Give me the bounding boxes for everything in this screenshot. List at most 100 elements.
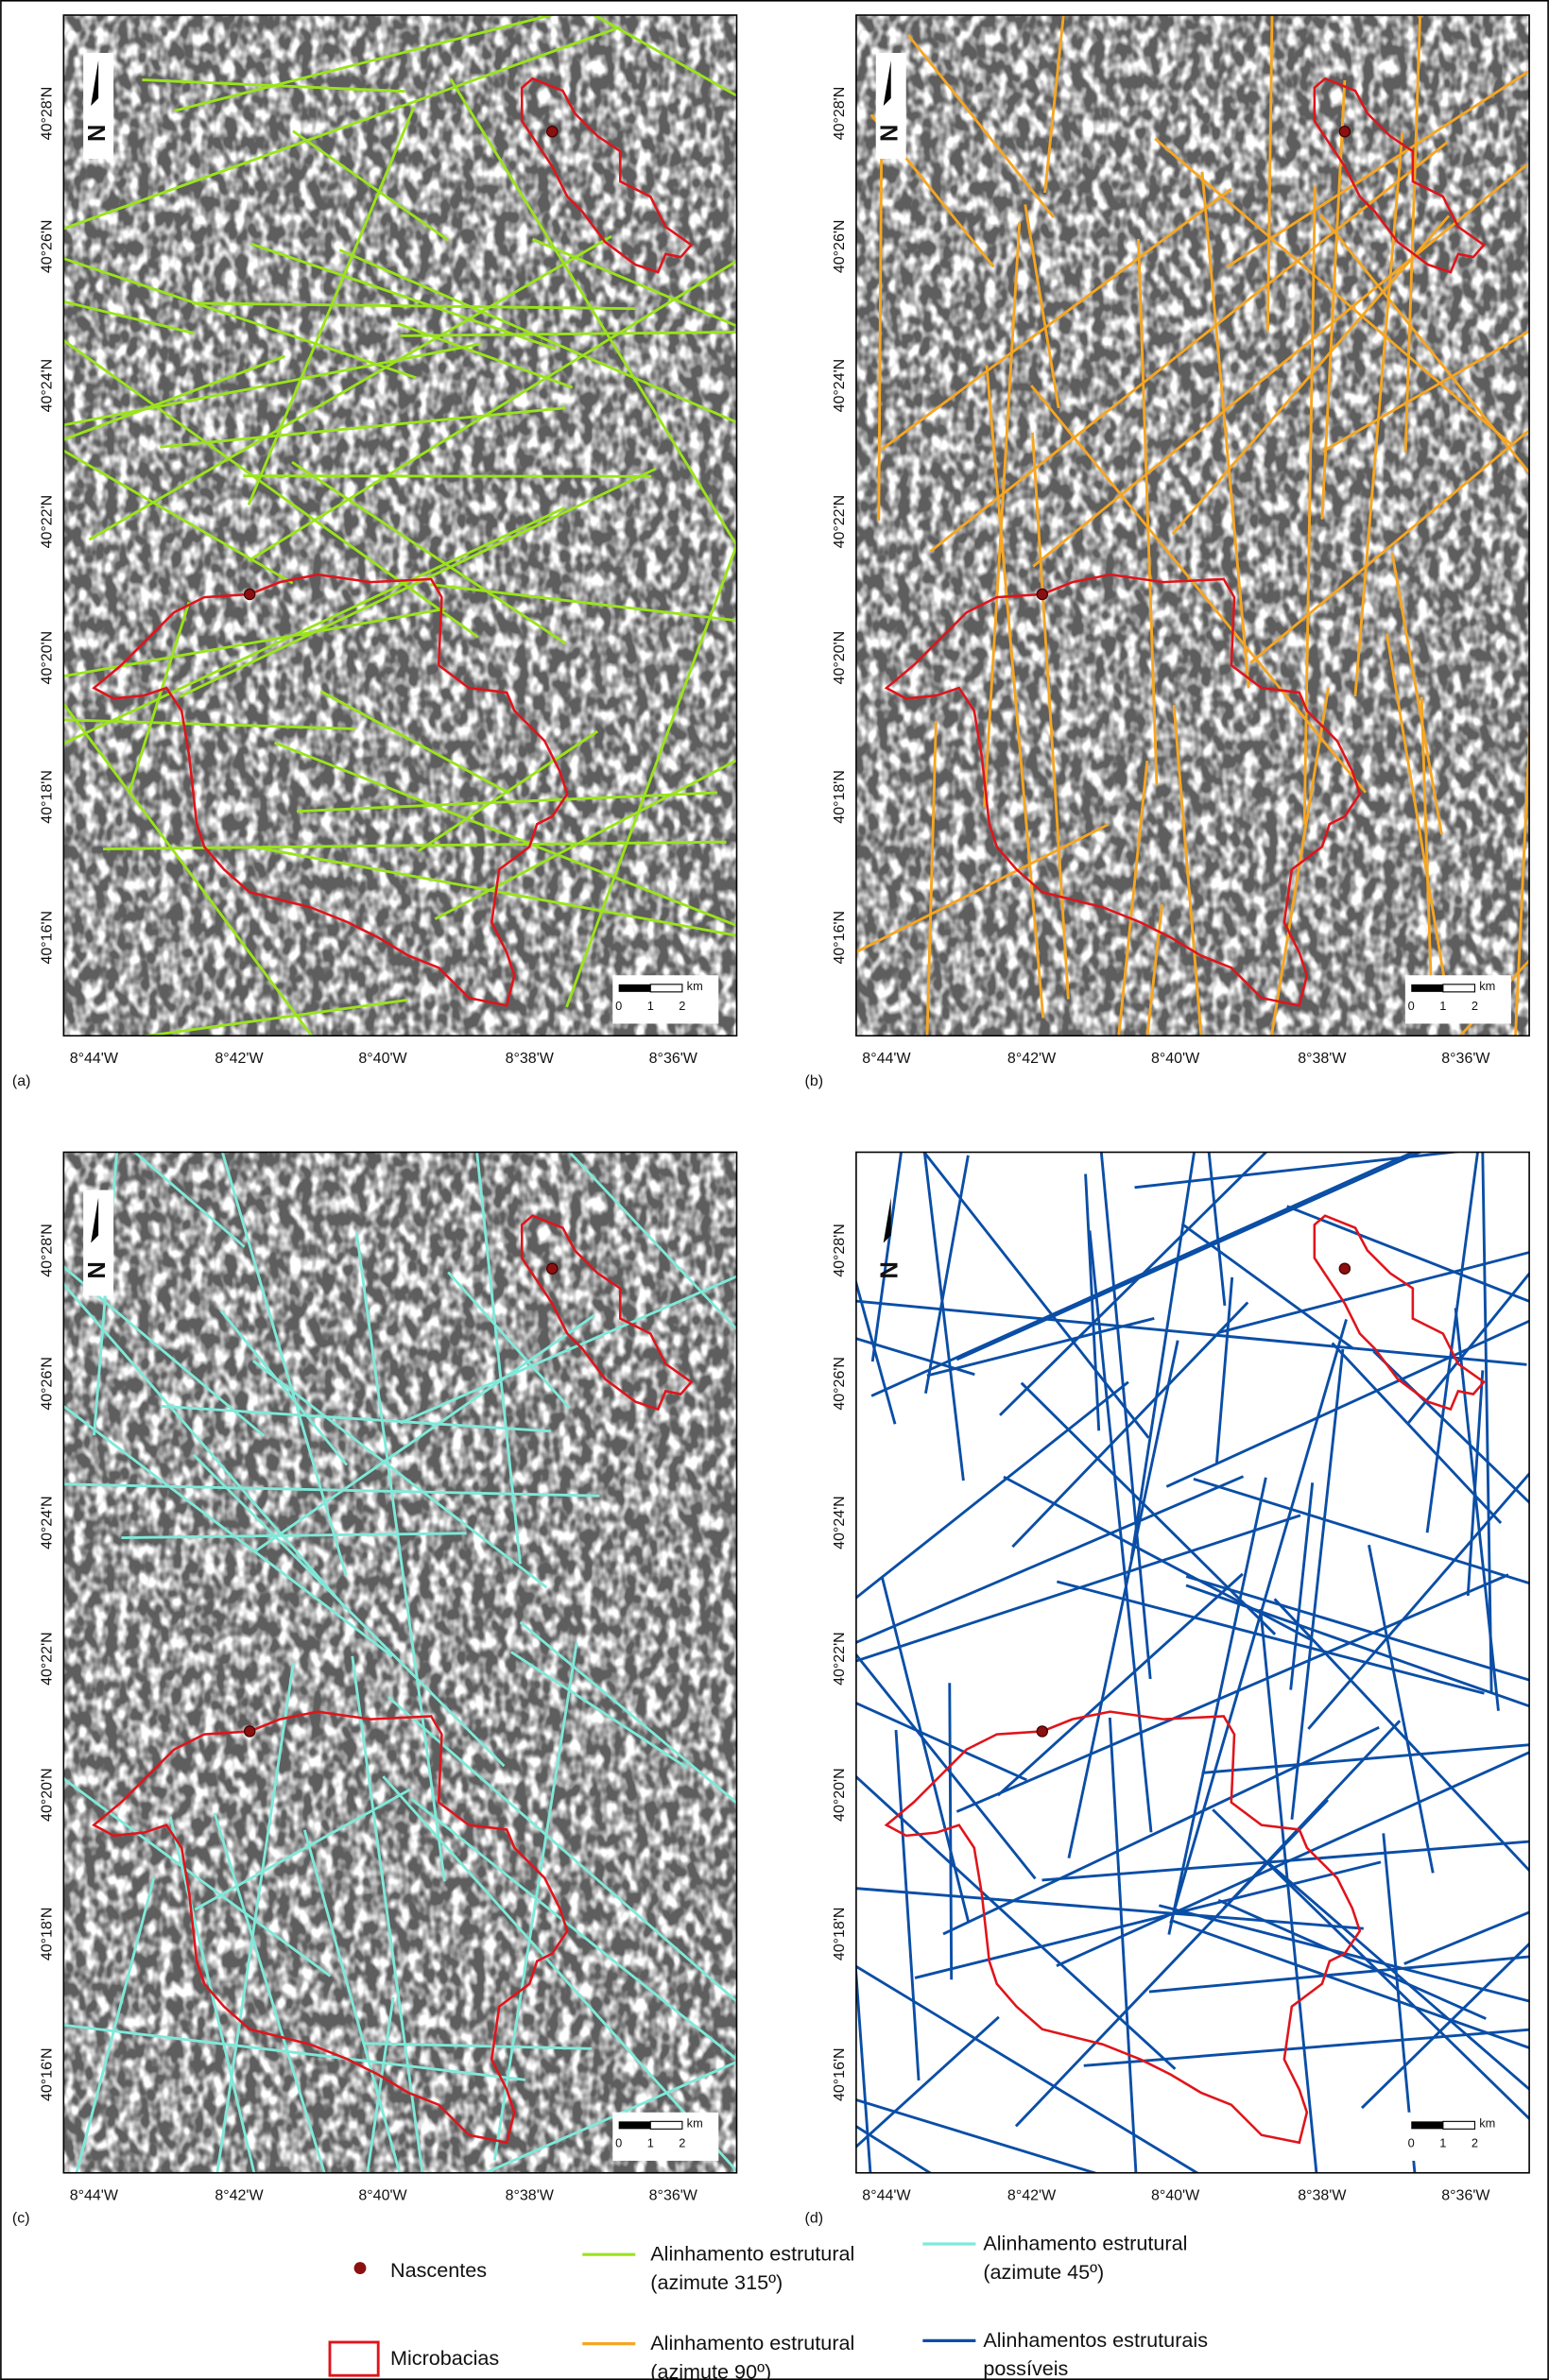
lat-tick: 40°26'N bbox=[40, 220, 56, 274]
lineament bbox=[243, 474, 652, 478]
spring bbox=[1338, 1262, 1351, 1275]
lineament bbox=[63, 607, 446, 678]
lineament bbox=[925, 721, 938, 1036]
lineament bbox=[63, 354, 286, 441]
lineament bbox=[1425, 1152, 1479, 1533]
lineament bbox=[387, 1695, 737, 2004]
lineament bbox=[855, 1702, 1027, 1782]
map-panel: Nkm 0 1 2 8°44'W 8°42'W 8°40'W 8°38'W 8°36'W 40°2… bbox=[12, 14, 738, 1089]
lineament bbox=[1200, 171, 1250, 689]
catchment bbox=[520, 77, 694, 274]
lineament bbox=[1249, 428, 1530, 664]
lineament bbox=[160, 406, 566, 449]
lineament bbox=[63, 718, 355, 730]
lineament bbox=[1360, 1942, 1530, 2110]
legend-spring bbox=[353, 2262, 367, 2274]
lineament bbox=[1385, 633, 1446, 977]
lineament bbox=[252, 1313, 595, 1554]
lineament bbox=[1321, 329, 1530, 454]
lat-tick: 40°18'N bbox=[40, 770, 56, 824]
lineament bbox=[1372, 1350, 1530, 1505]
lineament bbox=[1290, 1348, 1345, 1820]
lat-tick: 40°16'N bbox=[832, 911, 848, 965]
scale-black bbox=[618, 984, 651, 992]
scale-black bbox=[1411, 2121, 1443, 2130]
panel-label: (a) bbox=[12, 1073, 31, 1089]
catchment bbox=[1313, 1214, 1486, 1412]
lineament bbox=[855, 2097, 1099, 2173]
lineament bbox=[63, 1265, 266, 1437]
north-label: N bbox=[876, 1261, 903, 1278]
lineament bbox=[475, 1152, 522, 1565]
lineament bbox=[948, 1683, 954, 1980]
legend-label: Nascentes bbox=[390, 2258, 487, 2282]
lineament bbox=[1331, 1342, 1503, 1524]
scale-tick: 1 bbox=[1439, 2136, 1446, 2150]
lon-tick: 8°40'W bbox=[358, 1051, 407, 1067]
map-background bbox=[855, 1152, 1530, 2173]
map-frame bbox=[855, 1151, 1530, 2174]
lineament bbox=[985, 365, 1045, 1019]
lineament bbox=[1056, 1751, 1530, 1967]
lineament bbox=[121, 1532, 467, 1540]
scale-unit: km bbox=[687, 979, 703, 993]
lineament bbox=[63, 257, 417, 380]
lat-tick: 40°28'N bbox=[832, 1224, 848, 1277]
lineament bbox=[449, 77, 737, 548]
spring bbox=[1036, 1725, 1049, 1738]
spring bbox=[243, 588, 256, 601]
lineament bbox=[219, 1310, 349, 1466]
lineament bbox=[1201, 1743, 1530, 1774]
lat-tick: 40°22'N bbox=[40, 1632, 56, 1686]
scale-tick: 0 bbox=[615, 2136, 622, 2150]
lineament bbox=[1353, 132, 1404, 697]
scale-white bbox=[1442, 2120, 1476, 2130]
lineament bbox=[297, 791, 718, 813]
lineament bbox=[1148, 1955, 1530, 1994]
lineament bbox=[161, 1404, 552, 1433]
legend-label: (azimute 90º) bbox=[650, 2359, 771, 2380]
lineament bbox=[75, 1876, 156, 2173]
lineament bbox=[1407, 1271, 1530, 1424]
lineament bbox=[1134, 1152, 1465, 1190]
lineament bbox=[63, 342, 481, 427]
lat-tick: 40°28'N bbox=[40, 1224, 56, 1277]
lineament bbox=[881, 187, 1232, 451]
lineament bbox=[1167, 1477, 1267, 1935]
lineament bbox=[1420, 696, 1434, 1018]
lineament bbox=[1390, 553, 1443, 835]
scale-tick: 1 bbox=[647, 2136, 654, 2150]
lineament bbox=[999, 1152, 1268, 1416]
lineament bbox=[492, 1642, 578, 2161]
lat-tick: 40°24'N bbox=[832, 359, 848, 413]
lineament bbox=[996, 1572, 1244, 1797]
scale-black bbox=[1411, 984, 1443, 992]
lat-tick: 40°20'N bbox=[832, 1768, 848, 1822]
lineament bbox=[273, 741, 737, 928]
lat-tick: 40°26'N bbox=[40, 1357, 56, 1411]
lineament bbox=[855, 2015, 1000, 2149]
lon-tick: 8°42'W bbox=[1007, 1051, 1057, 1067]
lineament bbox=[252, 845, 737, 937]
scale-tick: 1 bbox=[647, 999, 654, 1013]
lineament bbox=[855, 1475, 1245, 1644]
catchment bbox=[92, 1710, 569, 2145]
legend-label: possíveis bbox=[983, 2356, 1068, 2380]
lineament bbox=[213, 1812, 326, 2173]
lat-tick: 40°24'N bbox=[40, 1496, 56, 1550]
lineament bbox=[870, 1152, 903, 1362]
lon-tick: 8°44'W bbox=[70, 2188, 119, 2204]
lineament bbox=[63, 449, 294, 585]
lineament bbox=[1270, 688, 1330, 1036]
lineament bbox=[1302, 186, 1317, 825]
lineament bbox=[1165, 1319, 1530, 1488]
map-panel: Nkm 0 1 2 8°44'W 8°42'W 8°40'W 8°38'W 8°36'W 40°2… bbox=[805, 1151, 1530, 2227]
legend-catchment bbox=[328, 2340, 380, 2377]
scale-white bbox=[649, 2120, 683, 2130]
lineament bbox=[366, 1996, 395, 2173]
lineament bbox=[142, 78, 405, 94]
lineament bbox=[174, 15, 557, 112]
scale-unit: km bbox=[1479, 2116, 1495, 2131]
lineament bbox=[63, 2023, 526, 2081]
catchment bbox=[92, 573, 569, 1007]
